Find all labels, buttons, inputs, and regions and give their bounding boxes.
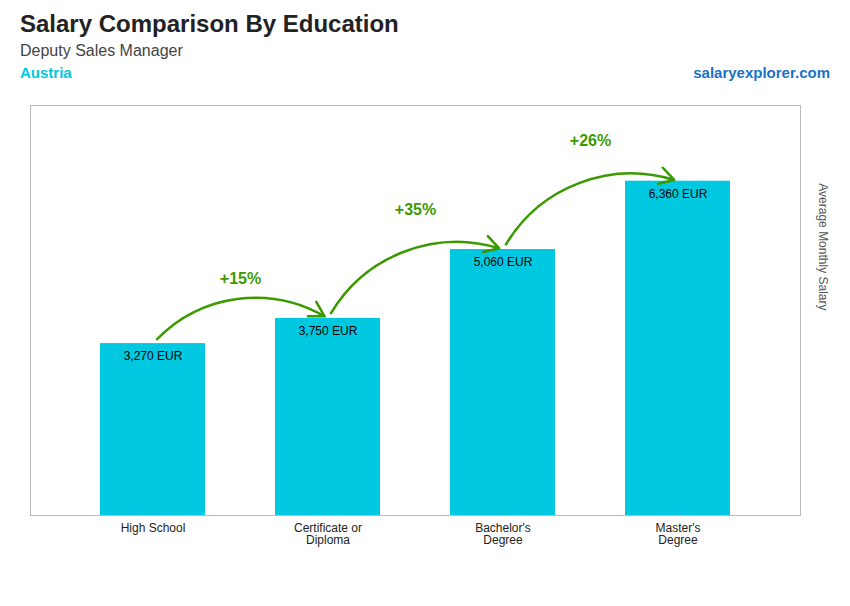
svg-text:3,270 EUR: 3,270 EUR (124, 349, 183, 363)
html-text:Salary Comparison By Education: Salary Comparison By Education (20, 10, 399, 37)
html-text:Deputy Sales Manager: Deputy Sales Manager (20, 42, 183, 59)
html-text:salaryexplorer.com: salaryexplorer.com (693, 64, 830, 81)
svg-text:+15%: +15% (220, 270, 261, 287)
svg-text:6,360 EUR: 6,360 EUR (649, 187, 708, 201)
html-text:Austria: Austria (20, 64, 72, 81)
svg-text:Average Monthly Salary: Average Monthly Salary (816, 183, 830, 310)
svg-text:3,750 EUR: 3,750 EUR (299, 324, 358, 338)
svg-text:Bachelor'sDegree: Bachelor'sDegree (475, 521, 531, 547)
svg-text:High School: High School (121, 521, 186, 535)
svg-text:5,060 EUR: 5,060 EUR (474, 255, 533, 269)
svg-text:+35%: +35% (395, 201, 436, 218)
svg-text:Certificate orDiploma: Certificate orDiploma (294, 521, 362, 547)
svg-text:Master'sDegree: Master'sDegree (656, 521, 701, 547)
svg-text:+26%: +26% (570, 132, 611, 149)
